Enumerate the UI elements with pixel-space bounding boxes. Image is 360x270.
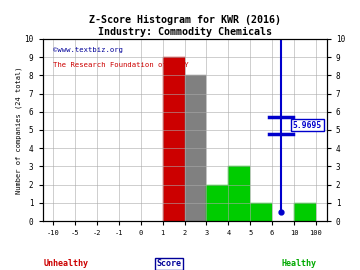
Text: Healthy: Healthy bbox=[282, 259, 317, 268]
Bar bbox=[163, 57, 185, 221]
Text: ©www.textbiz.org: ©www.textbiz.org bbox=[54, 47, 123, 53]
Y-axis label: Number of companies (24 total): Number of companies (24 total) bbox=[15, 66, 22, 194]
Bar bbox=[207, 185, 228, 221]
Text: 5.9695: 5.9695 bbox=[293, 121, 322, 130]
Text: The Research Foundation of SUNY: The Research Foundation of SUNY bbox=[54, 62, 189, 68]
Text: Unhealthy: Unhealthy bbox=[43, 259, 88, 268]
Bar bbox=[250, 203, 272, 221]
Text: Score: Score bbox=[157, 259, 182, 268]
Bar bbox=[294, 203, 316, 221]
Title: Z-Score Histogram for KWR (2016)
Industry: Commodity Chemicals: Z-Score Histogram for KWR (2016) Industr… bbox=[89, 15, 281, 37]
Bar bbox=[185, 75, 207, 221]
Bar bbox=[228, 166, 250, 221]
